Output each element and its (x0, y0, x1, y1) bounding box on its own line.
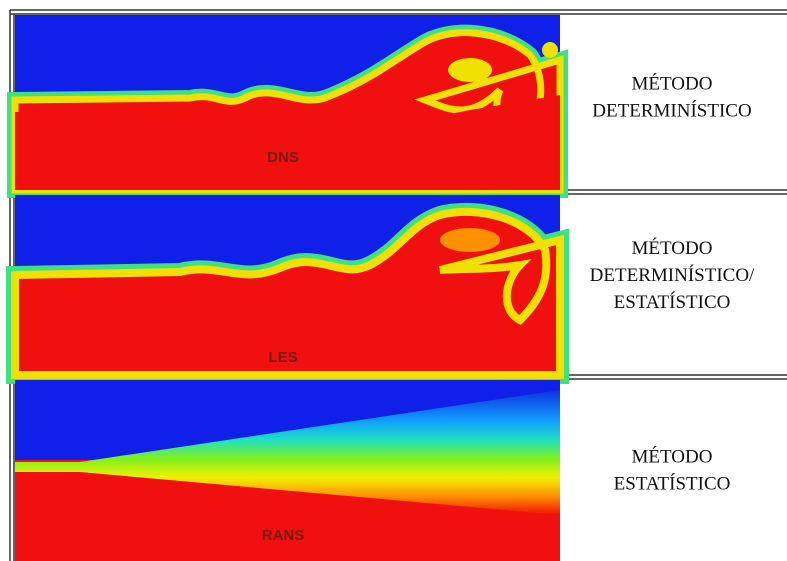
method-line: ESTATÍSTICO (614, 291, 731, 313)
image-label: RANS (262, 527, 305, 544)
method-line: ESTATÍSTICO (614, 473, 731, 495)
image-label: LES (268, 349, 297, 366)
method-line: DETERMINÍSTICO (592, 100, 751, 122)
method-line: DETERMINÍSTICO/ (590, 264, 755, 286)
figure: DNS LES RANS MÉTODO DETERMINÍSTICO MÉTODO D… (0, 0, 787, 561)
les-image (15, 195, 560, 375)
image-label: DNS (267, 149, 299, 166)
method-line: MÉTODO (632, 73, 713, 95)
method-line: MÉTODO (632, 446, 713, 468)
method-line: MÉTODO (632, 237, 713, 259)
method-labels: MÉTODO DETERMINÍSTICO MÉTODO DETERMINÍSTICO… (590, 73, 755, 495)
